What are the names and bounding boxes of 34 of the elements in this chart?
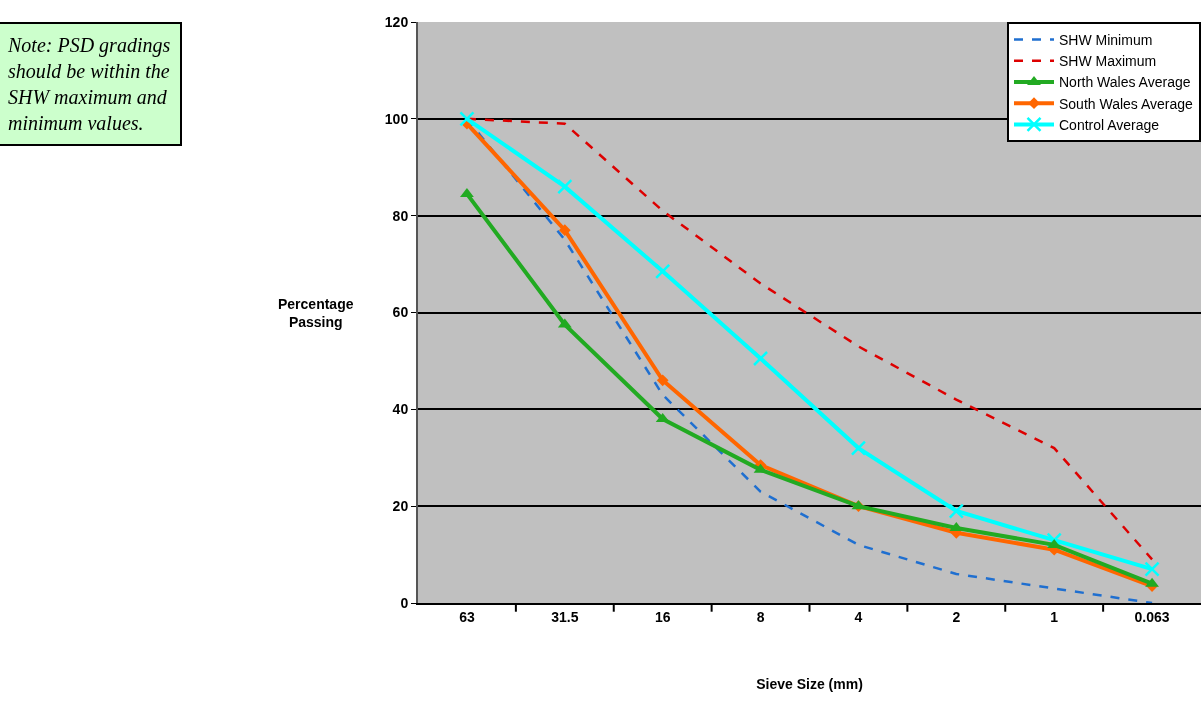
point (460, 187, 474, 197)
y-tick-label: 100 (384, 110, 409, 127)
x-tick-label: 31.5 (551, 608, 579, 625)
legend-label: North Wales Average (1059, 74, 1191, 91)
point (558, 224, 571, 237)
point (557, 178, 573, 195)
x-tick-label: 8 (756, 608, 765, 625)
x-tick-label: 1 (1050, 608, 1059, 625)
legend-label: SHW Maximum (1059, 53, 1157, 70)
legend-label: South Wales Average (1059, 95, 1194, 112)
text: Note: PSD gradings should be within the SHW maximum and minimum values. (7, 34, 171, 134)
point (654, 263, 671, 280)
y-tick-label: 40 (392, 401, 409, 418)
x-tick-label: 0.063 (1134, 608, 1170, 625)
y-tick-label: 0 (400, 594, 409, 611)
x-tick-label: 2 (952, 608, 961, 625)
point (948, 503, 965, 519)
y-tick-label: 60 (392, 304, 409, 321)
y-tick-label: 120 (384, 13, 409, 30)
x-tick-label: 16 (654, 608, 671, 625)
point (850, 440, 867, 456)
point (752, 350, 769, 367)
point (1145, 577, 1159, 587)
x-tick-label: 63 (459, 608, 475, 625)
point (1144, 561, 1160, 577)
legend-label: SHW Minimum (1059, 32, 1153, 49)
x-axis-title: Sieve Size (mm) (756, 675, 863, 692)
y-axis-title: Percentage Passing (278, 296, 354, 331)
point (656, 374, 669, 387)
x-tick-label: 4 (854, 608, 863, 625)
y-tick-label: 80 (392, 207, 409, 224)
point (459, 111, 475, 127)
y-tick-label: 20 (392, 498, 409, 515)
legend-label: Control Average (1059, 116, 1160, 133)
